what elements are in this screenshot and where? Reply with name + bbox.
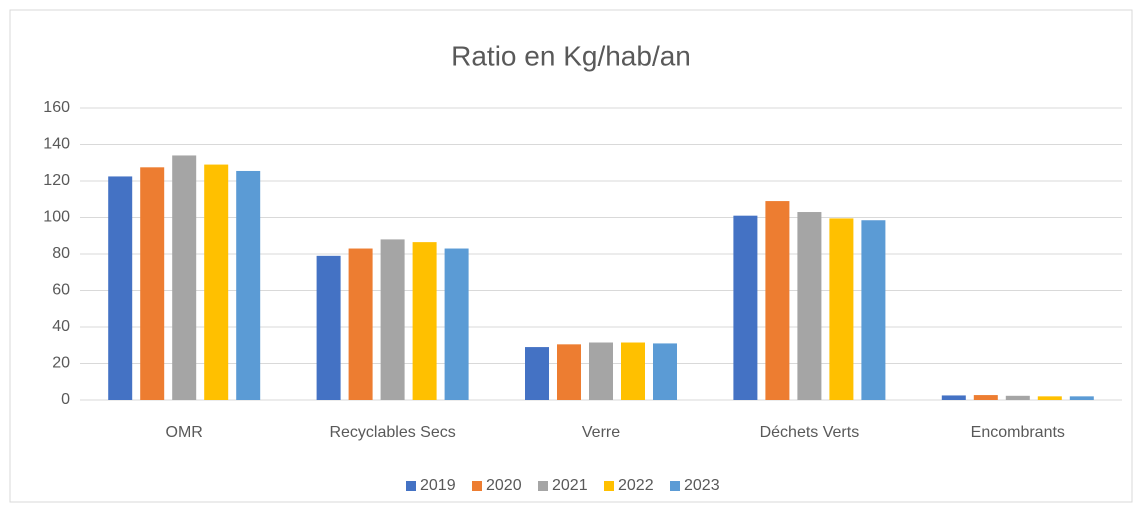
y-tick-label: 40: [52, 318, 70, 335]
legend-label: 2023: [684, 477, 720, 494]
bar: [172, 155, 197, 400]
bar: [829, 218, 854, 400]
bar: [733, 215, 758, 400]
legend-swatch: [406, 481, 416, 491]
legend-swatch: [538, 481, 548, 491]
x-tick-label: Verre: [582, 424, 620, 441]
legend-label: 2020: [486, 477, 522, 494]
bar: [1037, 396, 1062, 400]
y-tick-label: 160: [43, 99, 70, 116]
bar: [108, 176, 133, 400]
legend-swatch: [472, 481, 482, 491]
bar: [973, 395, 998, 400]
y-tick-label: 140: [43, 136, 70, 153]
y-tick-label: 80: [52, 245, 70, 262]
bar: [140, 167, 165, 400]
chart-title: Ratio en Kg/hab/an: [451, 40, 691, 71]
bar: [589, 342, 613, 400]
bar: [797, 212, 822, 400]
bar: [348, 248, 373, 400]
bar: [204, 164, 229, 400]
bar: [765, 201, 790, 400]
legend-swatch: [670, 481, 680, 491]
bar: [941, 395, 966, 400]
chart-border: [9, 9, 1133, 503]
bar: [621, 342, 645, 400]
bar: [557, 344, 581, 400]
legend-label: 2021: [552, 477, 588, 494]
x-tick-label: Encombrants: [971, 424, 1065, 441]
y-tick-label: 100: [43, 209, 70, 226]
legend-label: 2019: [420, 477, 456, 494]
bar: [525, 347, 549, 400]
bar: [1005, 395, 1030, 400]
bar: [653, 343, 677, 400]
y-tick-label: 20: [52, 355, 70, 372]
x-tick-label: OMR: [166, 424, 203, 441]
bar: [236, 170, 261, 400]
bar: [380, 239, 405, 400]
bar: [316, 255, 341, 400]
bar: [861, 220, 886, 400]
legend-swatch: [604, 481, 614, 491]
y-tick-label: 60: [52, 282, 70, 299]
bar: [1069, 396, 1094, 400]
legend-label: 2022: [618, 477, 654, 494]
x-tick-label: Recyclables Secs: [329, 424, 455, 441]
bar: [412, 242, 437, 400]
x-tick-label: Déchets Verts: [760, 424, 860, 441]
y-tick-label: 120: [43, 172, 70, 189]
y-tick-label: 0: [61, 391, 70, 408]
bar: [444, 248, 469, 400]
